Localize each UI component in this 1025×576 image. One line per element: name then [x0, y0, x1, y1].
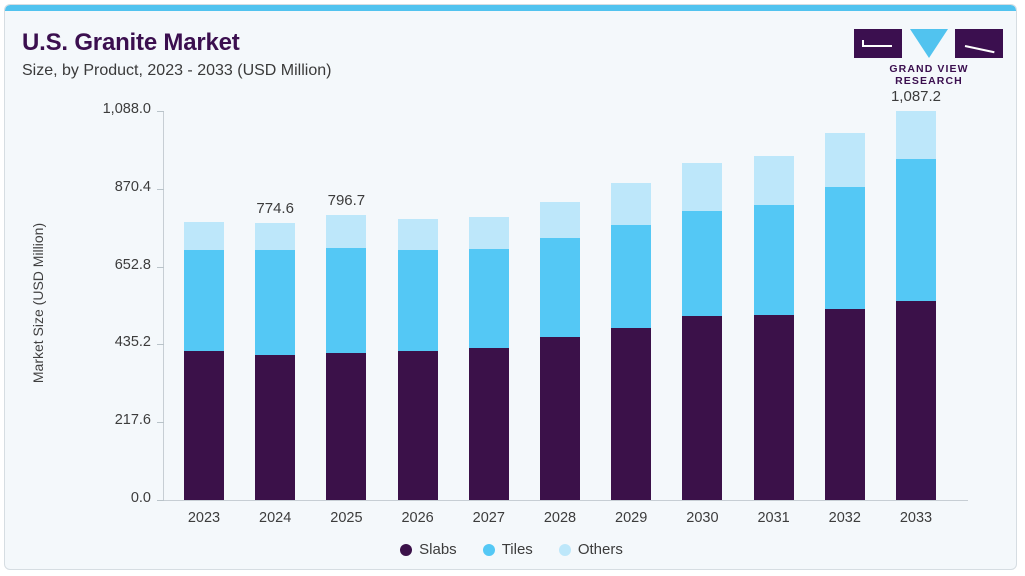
- bar-group[interactable]: [540, 111, 580, 500]
- bar-group[interactable]: [824, 111, 865, 500]
- logo-triangle-icon: [910, 29, 948, 58]
- bar-segment-slabs[interactable]: [540, 336, 580, 500]
- bar-segment-slabs[interactable]: [397, 350, 438, 500]
- legend-item-others[interactable]: Others: [558, 541, 623, 558]
- bar-group[interactable]: 774.6: [255, 111, 296, 500]
- y-axis-tick-label: 1,088.0: [102, 101, 151, 117]
- bar-group[interactable]: [611, 111, 652, 500]
- bar-segment-others[interactable]: [255, 223, 296, 251]
- page-subtitle: Size, by Product, 2023 - 2033 (USD Milli…: [22, 62, 332, 79]
- chart-legend: Slabs Tiles Others: [5, 541, 1016, 558]
- y-axis-tick-label: 652.8: [114, 256, 151, 273]
- bar-segment-others[interactable]: [468, 216, 509, 250]
- y-axis-tick-label: 870.4: [114, 178, 151, 195]
- y-axis-tick-mark: [157, 422, 164, 424]
- bar-group[interactable]: 1,087.2: [891, 88, 941, 500]
- grand-view-research-logo: GRAND VIEW RESEARCH: [854, 29, 1004, 87]
- bar-segment-slabs[interactable]: [896, 301, 936, 500]
- bar-segment-tiles[interactable]: [326, 248, 367, 353]
- bar-segment-others[interactable]: [540, 202, 580, 239]
- bar-segment-slabs[interactable]: [824, 308, 865, 500]
- bar-segment-others[interactable]: [326, 215, 367, 249]
- bar-segment-slabs[interactable]: [255, 354, 296, 500]
- x-axis-tick-label: 2030: [686, 510, 719, 526]
- chart-plot-area: Market Size (USD Million) 0.0 217.6 435.2 6…: [5, 5, 1016, 569]
- bar-segment-tiles[interactable]: [611, 225, 652, 328]
- bar-segment-tiles[interactable]: [540, 238, 580, 337]
- bar-segment-tiles[interactable]: [184, 250, 224, 351]
- bar-segment-tiles[interactable]: [824, 186, 865, 309]
- bar-total-label: 774.6: [256, 200, 294, 218]
- x-axis-tick-label: 2024: [259, 510, 292, 526]
- y-axis-tick-label: 217.6: [114, 412, 151, 429]
- legend-swatch-icon: [558, 543, 571, 556]
- legend-item-slabs[interactable]: Slabs: [400, 541, 457, 558]
- legend-label: Slabs: [419, 541, 457, 558]
- x-axis-tick-label: 2033: [899, 510, 933, 526]
- bar-segment-slabs[interactable]: [468, 347, 509, 500]
- x-axis-tick-label: 2027: [472, 510, 505, 526]
- bar-segment-tiles[interactable]: [896, 159, 936, 302]
- x-axis-tick-label: 2025: [330, 510, 363, 526]
- y-axis-tick-label: 0.0: [130, 490, 151, 506]
- x-axis-tick-label: 2031: [757, 510, 790, 526]
- bar-segment-others[interactable]: [397, 218, 438, 251]
- bar-group[interactable]: [184, 111, 224, 500]
- legend-label: Tiles: [501, 541, 533, 558]
- bar-total-label: 1,087.2: [890, 88, 942, 106]
- bar-segment-slabs[interactable]: [184, 350, 224, 500]
- logo-right-rect-icon: [955, 29, 1003, 58]
- x-axis-tick-label: 2026: [401, 510, 434, 526]
- y-axis-tick-mark: [157, 111, 164, 112]
- bar-segment-tiles[interactable]: [255, 250, 296, 355]
- bar-segment-others[interactable]: [824, 132, 865, 187]
- legend-swatch-icon: [482, 543, 495, 556]
- y-axis-tick-label: 435.2: [114, 334, 151, 351]
- bar-segment-tiles[interactable]: [468, 249, 509, 348]
- legend-label: Others: [577, 541, 623, 558]
- y-axis-tick-mark: [157, 500, 164, 501]
- bar-segment-tiles[interactable]: [397, 250, 438, 351]
- x-axis-tick-label: 2032: [828, 510, 861, 526]
- legend-item-tiles[interactable]: Tiles: [482, 541, 533, 558]
- y-axis-tick-mark: [157, 344, 164, 346]
- logo-left-line-icon: [862, 45, 892, 47]
- bar-segment-slabs[interactable]: [753, 314, 794, 500]
- bar-segment-others[interactable]: [682, 163, 723, 211]
- logo-left-tick-icon: [862, 40, 864, 47]
- bar-segment-slabs[interactable]: [326, 352, 367, 500]
- bar-segment-tiles[interactable]: [682, 210, 723, 316]
- x-axis-line: [163, 500, 968, 501]
- top-accent-bar: [5, 5, 1016, 11]
- bar-segment-others[interactable]: [896, 111, 936, 160]
- y-axis-tick-mark: [157, 188, 164, 190]
- bar-group[interactable]: 796.7: [326, 111, 367, 500]
- y-axis-tick-mark: [157, 266, 164, 268]
- legend-swatch-icon: [400, 543, 413, 556]
- bar-segment-others[interactable]: [611, 182, 652, 226]
- logo-wordmark: GRAND VIEW RESEARCH: [889, 63, 969, 87]
- y-axis-line: [163, 111, 164, 501]
- bar-segment-tiles[interactable]: [753, 205, 794, 315]
- bar-total-label: 796.7: [327, 192, 366, 210]
- bar-group[interactable]: [682, 111, 723, 500]
- bar-group[interactable]: [753, 111, 794, 500]
- bar-group[interactable]: [468, 111, 509, 500]
- chart-card: U.S. Granite Market Size, by Product, 20…: [4, 4, 1017, 570]
- x-axis-tick-label: 2028: [543, 510, 577, 526]
- bar-segment-slabs[interactable]: [682, 315, 723, 500]
- bar-segment-others[interactable]: [184, 222, 224, 251]
- page-title: U.S. Granite Market: [22, 29, 240, 56]
- bar-segment-slabs[interactable]: [611, 327, 652, 500]
- bar-group[interactable]: [397, 111, 438, 500]
- x-axis-tick-label: 2029: [615, 510, 648, 526]
- x-axis-tick-label: 2023: [187, 510, 221, 526]
- bar-segment-others[interactable]: [753, 155, 794, 206]
